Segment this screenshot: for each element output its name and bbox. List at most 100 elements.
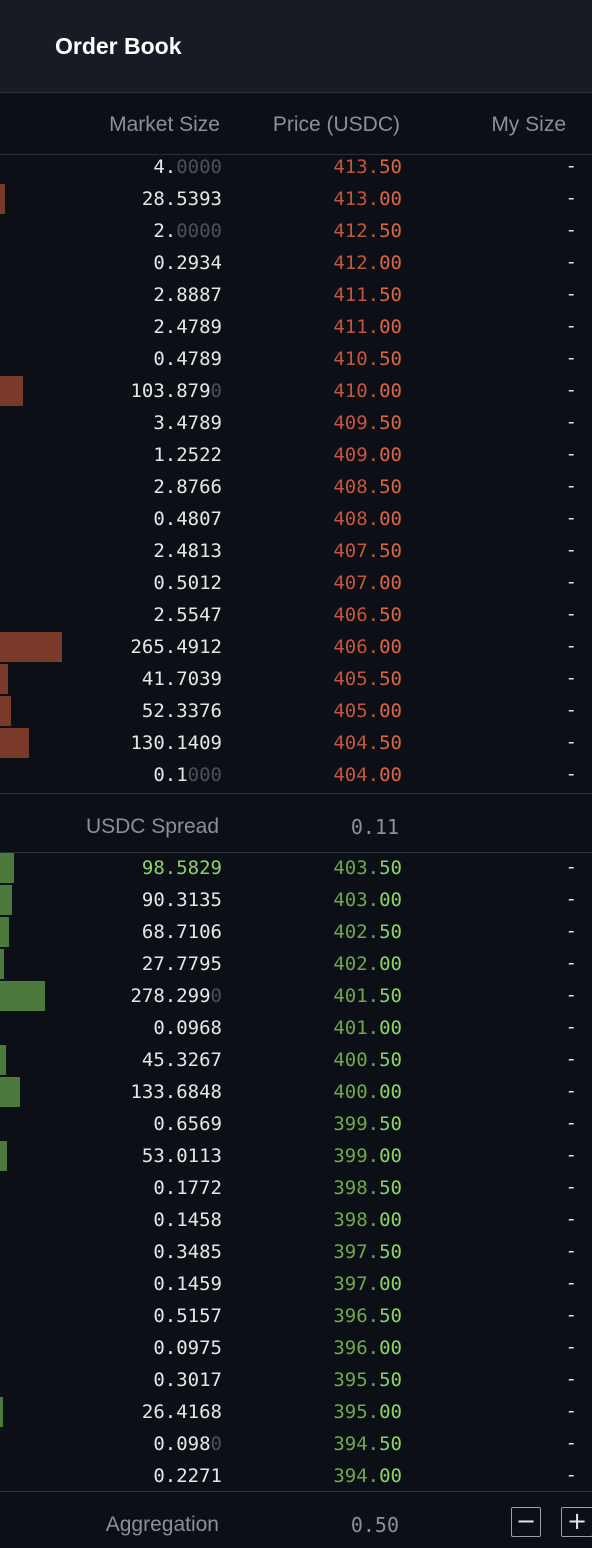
- price-decimal: 50: [379, 156, 402, 178]
- price-decimal: 50: [379, 604, 402, 626]
- bid-row[interactable]: 0.1772 398.50 -: [0, 1173, 592, 1205]
- bid-row[interactable]: 27.7795 402.00 -: [0, 949, 592, 981]
- price-cell: 397.00: [333, 1273, 402, 1295]
- price-cell: 399.50: [333, 1113, 402, 1135]
- ask-row[interactable]: 28.5393 413.00 -: [0, 184, 592, 216]
- aggregation-bar: Aggregation 0.50 − +: [0, 1491, 592, 1548]
- price-decimal: 00: [379, 1465, 402, 1487]
- ask-row[interactable]: 1.2522 409.00 -: [0, 440, 592, 472]
- bid-row[interactable]: 133.6848 400.00 -: [0, 1077, 592, 1109]
- bid-row[interactable]: 0.5157 396.50 -: [0, 1301, 592, 1333]
- ask-row[interactable]: 103.8790 410.00 -: [0, 376, 592, 408]
- price-decimal: 50: [379, 348, 402, 370]
- depth-bar: [0, 664, 8, 694]
- market-size-value: 68.7106: [141, 921, 222, 943]
- ask-row[interactable]: 52.3376 405.00 -: [0, 696, 592, 728]
- price-cell: 410.00: [333, 380, 402, 402]
- aggregation-decrease-button[interactable]: −: [511, 1507, 541, 1537]
- market-size-value: 0.6569: [153, 1113, 222, 1135]
- price-integer: 403.: [333, 889, 380, 911]
- bid-row[interactable]: 45.3267 400.50 -: [0, 1045, 592, 1077]
- bid-row[interactable]: 278.2990 401.50 -: [0, 981, 592, 1013]
- price-decimal: 00: [379, 1209, 402, 1231]
- ask-row[interactable]: 2.8766 408.50 -: [0, 472, 592, 504]
- price-integer: 411.: [333, 316, 380, 338]
- bid-row[interactable]: 90.3135 403.00 -: [0, 885, 592, 917]
- my-size-cell: -: [565, 920, 577, 942]
- panel-header: Order Book: [0, 0, 592, 93]
- market-size-cell: 265.4912: [130, 636, 222, 658]
- ask-row[interactable]: 265.4912 406.00 -: [0, 632, 592, 664]
- market-size-value: 0.2271: [153, 1465, 222, 1487]
- ask-row[interactable]: 4.0000 413.50 -: [0, 152, 592, 184]
- market-size-cell: 278.2990: [130, 985, 222, 1007]
- bid-row[interactable]: 0.1459 397.00 -: [0, 1269, 592, 1301]
- ask-row[interactable]: 2.0000 412.50 -: [0, 216, 592, 248]
- my-size-cell: -: [565, 1176, 577, 1198]
- bid-row[interactable]: 98.5829 403.50 -: [0, 853, 592, 885]
- depth-bar: [0, 184, 5, 214]
- bid-row[interactable]: 0.0968 401.00 -: [0, 1013, 592, 1045]
- market-size-value: 0.0968: [153, 1017, 222, 1039]
- market-size-value: 2.8766: [153, 476, 222, 498]
- market-size-cell: 4.0000: [153, 156, 222, 178]
- price-cell: 396.50: [333, 1305, 402, 1327]
- price-integer: 396.: [333, 1305, 380, 1327]
- aggregation-increase-button[interactable]: +: [561, 1507, 592, 1537]
- my-size-cell: -: [565, 1240, 577, 1262]
- market-size-cell: 0.6569: [153, 1113, 222, 1135]
- bid-row[interactable]: 0.3485 397.50 -: [0, 1237, 592, 1269]
- my-size-cell: -: [565, 571, 577, 593]
- market-size-cell: 28.5393: [142, 188, 222, 210]
- ask-row[interactable]: 41.7039 405.50 -: [0, 664, 592, 696]
- price-cell: 399.00: [333, 1145, 402, 1167]
- price-cell: 395.50: [333, 1369, 402, 1391]
- ask-row[interactable]: 2.8887 411.50 -: [0, 280, 592, 312]
- ask-row[interactable]: 0.2934 412.00 -: [0, 248, 592, 280]
- my-size-cell: -: [565, 1304, 577, 1326]
- depth-bar: [0, 632, 62, 662]
- ask-row[interactable]: 0.4807 408.00 -: [0, 504, 592, 536]
- market-size-cell: 0.5157: [153, 1305, 222, 1327]
- price-cell: 398.00: [333, 1209, 402, 1231]
- market-size-cell: 41.7039: [142, 668, 222, 690]
- bid-row[interactable]: 0.1458 398.00 -: [0, 1205, 592, 1237]
- my-size-cell: -: [565, 1048, 577, 1070]
- bid-row[interactable]: 0.2271 394.00 -: [0, 1461, 592, 1493]
- price-decimal: 00: [379, 188, 402, 210]
- ask-row[interactable]: 2.5547 406.50 -: [0, 600, 592, 632]
- ask-row[interactable]: 0.5012 407.00 -: [0, 568, 592, 600]
- bid-row[interactable]: 26.4168 395.00 -: [0, 1397, 592, 1429]
- market-size-cell: 26.4168: [142, 1401, 222, 1423]
- market-size-value: 26.4168: [141, 1401, 222, 1423]
- market-size-cell: 2.0000: [153, 220, 222, 242]
- market-size-value: 0.1458: [153, 1209, 222, 1231]
- price-decimal: 50: [379, 540, 402, 562]
- price-decimal: 00: [379, 1401, 402, 1423]
- ask-row[interactable]: 2.4813 407.50 -: [0, 536, 592, 568]
- price-integer: 412.: [333, 252, 380, 274]
- market-size-cell: 1.2522: [153, 444, 222, 466]
- market-size-cell: 2.8887: [153, 284, 222, 306]
- bid-row[interactable]: 0.0975 396.00 -: [0, 1333, 592, 1365]
- ask-row[interactable]: 130.1409 404.50 -: [0, 728, 592, 760]
- ask-row[interactable]: 0.4789 410.50 -: [0, 344, 592, 376]
- my-size-cell: -: [565, 283, 577, 305]
- bid-row[interactable]: 0.3017 395.50 -: [0, 1365, 592, 1397]
- ask-row[interactable]: 0.1000 404.00 -: [0, 760, 592, 792]
- market-size-cell: 0.5012: [153, 572, 222, 594]
- market-size-cell: 133.6848: [130, 1081, 222, 1103]
- market-size-value: 1.2522: [153, 444, 222, 466]
- bid-row[interactable]: 0.6569 399.50 -: [0, 1109, 592, 1141]
- bid-row[interactable]: 53.0113 399.00 -: [0, 1141, 592, 1173]
- price-decimal: 50: [379, 476, 402, 498]
- price-integer: 408.: [333, 476, 380, 498]
- bid-row[interactable]: 68.7106 402.50 -: [0, 917, 592, 949]
- ask-row[interactable]: 2.4789 411.00 -: [0, 312, 592, 344]
- bid-row[interactable]: 0.0980 394.50 -: [0, 1429, 592, 1461]
- ask-row[interactable]: 3.4789 409.50 -: [0, 408, 592, 440]
- market-size-cell: 130.1409: [130, 732, 222, 754]
- market-size-value: 0.1: [153, 764, 188, 786]
- my-size-cell: -: [565, 379, 577, 401]
- price-decimal: 00: [379, 1145, 402, 1167]
